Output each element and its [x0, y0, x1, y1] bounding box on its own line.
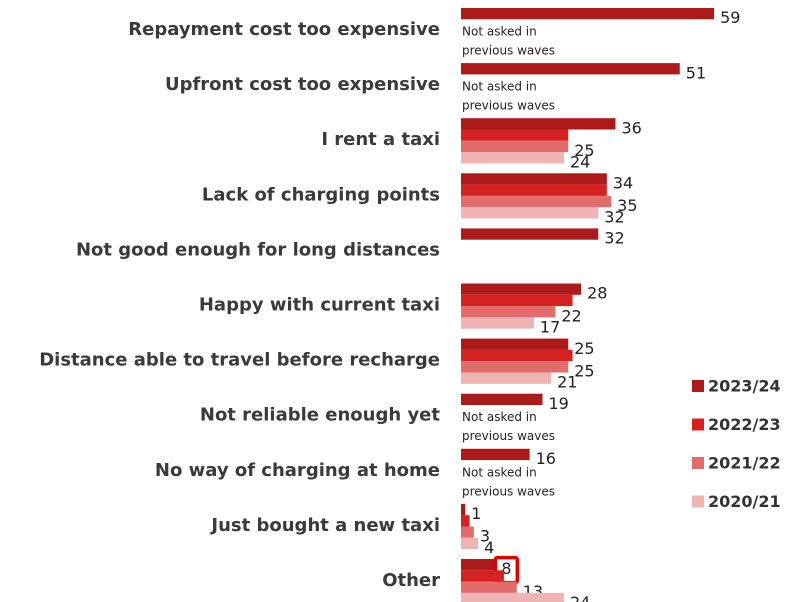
value-label: 32	[604, 229, 624, 248]
bar	[461, 283, 582, 295]
value-label: 4	[484, 538, 494, 557]
bar	[461, 592, 564, 602]
note: previous waves	[462, 429, 555, 443]
bar	[461, 349, 573, 362]
legend-label: 2023/24	[708, 377, 781, 396]
value-label: 21	[557, 373, 577, 392]
category-label: Happy with current taxi	[199, 295, 440, 316]
bar	[461, 515, 470, 527]
bar	[461, 306, 556, 318]
bar	[461, 317, 534, 329]
value-label: 34	[613, 173, 633, 192]
category-label: Repayment cost too expensive	[128, 19, 440, 40]
bar	[461, 581, 517, 593]
bar	[461, 448, 530, 461]
value-label: 19	[549, 394, 569, 413]
bar	[461, 195, 612, 208]
category-label: Just bought a new taxi	[209, 515, 440, 536]
legend-label: 2020/21	[708, 492, 781, 511]
value-label: 24	[570, 593, 590, 602]
bar	[461, 8, 715, 20]
value-label: 16	[536, 449, 556, 468]
legend-swatch	[692, 457, 704, 469]
value-label: 35	[617, 196, 637, 215]
value-label: 22	[561, 306, 581, 325]
value-label: 1	[471, 504, 481, 523]
note: Not asked in	[462, 80, 537, 94]
bar	[461, 393, 543, 405]
bar	[461, 361, 569, 373]
legend-swatch	[692, 418, 704, 431]
category-label: Other	[382, 570, 440, 591]
bar	[461, 294, 573, 307]
note: Not asked in	[462, 410, 537, 424]
bar	[461, 63, 680, 75]
value-label: 32	[604, 207, 624, 226]
value-label: 36	[621, 118, 641, 137]
value-label: 51	[686, 63, 706, 82]
legend-label: 2022/23	[708, 415, 781, 434]
bar	[461, 372, 552, 384]
legend-label: 2021/22	[708, 454, 781, 473]
bar	[461, 228, 599, 240]
note: previous waves	[462, 484, 555, 498]
bar	[461, 503, 466, 516]
category-label: No way of charging at home	[155, 460, 440, 481]
value-label: 59	[720, 8, 740, 27]
note: previous waves	[462, 99, 555, 113]
value-label: 28	[587, 284, 607, 303]
bar	[461, 173, 607, 185]
bar	[461, 570, 504, 582]
bar	[461, 207, 599, 219]
legend-swatch	[692, 495, 704, 508]
note: previous waves	[462, 44, 555, 58]
bar	[461, 129, 569, 141]
bar	[461, 559, 496, 571]
bar	[461, 118, 616, 130]
category-label: I rent a taxi	[321, 129, 440, 150]
category-label: Lack of charging points	[202, 184, 440, 205]
value-label: 25	[574, 361, 594, 380]
value-label: 25	[574, 141, 594, 160]
bar	[461, 152, 564, 164]
legend-swatch	[692, 380, 704, 392]
category-label: Not good enough for long distances	[76, 239, 440, 260]
category-label: Not reliable enough yet	[200, 405, 441, 426]
note: Not asked in	[462, 25, 537, 39]
bar	[461, 526, 474, 538]
value-label: 3	[480, 527, 490, 546]
value-label: 8	[501, 559, 511, 578]
value-label: 24	[570, 152, 590, 171]
bar	[461, 537, 479, 550]
value-label: 25	[574, 339, 594, 358]
category-label: Distance able to travel before recharge	[39, 350, 440, 371]
bar	[461, 184, 607, 196]
note: Not asked in	[462, 465, 537, 479]
bar	[461, 140, 569, 153]
bar	[461, 338, 569, 350]
category-label: Upfront cost too expensive	[165, 74, 440, 95]
value-label: 17	[540, 318, 560, 337]
